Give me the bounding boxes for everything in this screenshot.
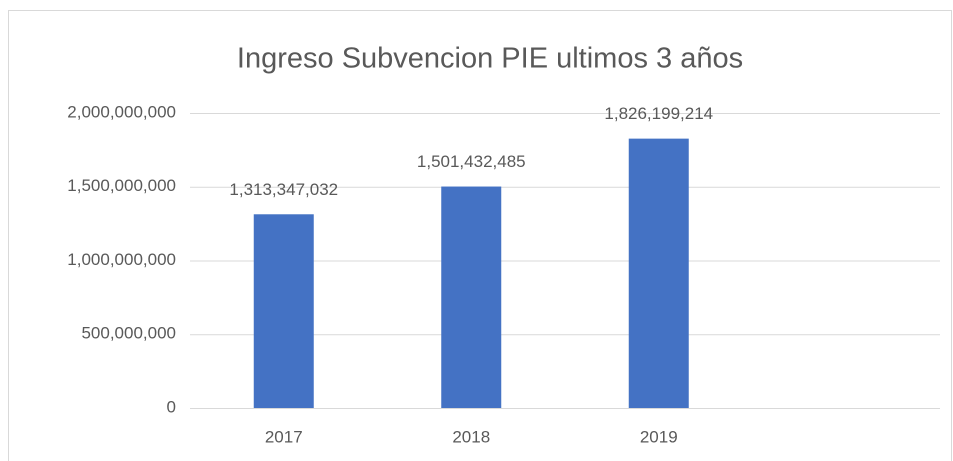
bar [253,214,314,408]
y-tick-label: 2,000,000,000 [67,102,176,121]
y-tick-label: 1,000,000,000 [67,250,176,269]
x-tick-label: 2018 [452,427,490,446]
data-label: 1,826,199,214 [604,104,713,123]
y-tick-label: 500,000,000 [81,324,176,343]
chart-title: Ingreso Subvencion PIE ultimos 3 años [237,43,743,75]
bar [441,186,502,408]
x-tick-label: 2017 [265,427,303,446]
bar [628,138,689,408]
data-label: 1,501,432,485 [417,152,526,171]
y-tick-label: 1,500,000,000 [67,176,176,195]
y-tick-label: 0 [167,397,176,416]
x-tick-label: 2019 [640,427,678,446]
data-label: 1,313,347,032 [229,180,338,199]
